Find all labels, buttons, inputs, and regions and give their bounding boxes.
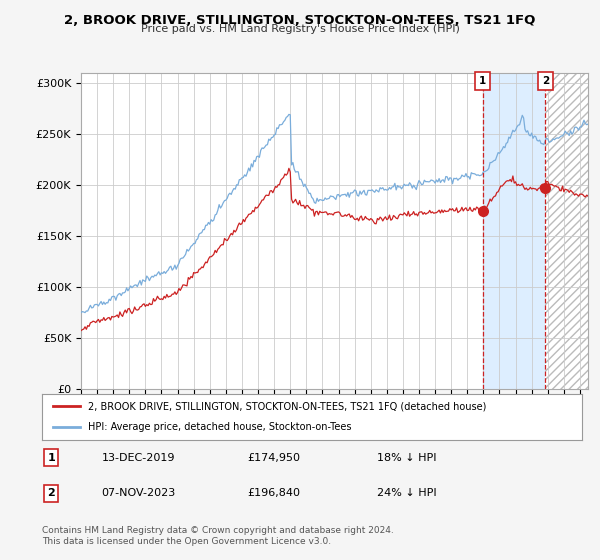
- Bar: [545, 73, 588, 389]
- Text: £174,950: £174,950: [247, 452, 300, 463]
- Text: Contains HM Land Registry data © Crown copyright and database right 2024.
This d: Contains HM Land Registry data © Crown c…: [42, 526, 394, 546]
- Text: HPI: Average price, detached house, Stockton-on-Tees: HPI: Average price, detached house, Stoc…: [88, 422, 352, 432]
- Text: Price paid vs. HM Land Registry's House Price Index (HPI): Price paid vs. HM Land Registry's House …: [140, 24, 460, 34]
- Text: 13-DEC-2019: 13-DEC-2019: [101, 452, 175, 463]
- Text: 07-NOV-2023: 07-NOV-2023: [101, 488, 176, 498]
- Bar: [483, 73, 545, 389]
- Text: 1: 1: [47, 452, 55, 463]
- Text: 2: 2: [47, 488, 55, 498]
- Text: 24% ↓ HPI: 24% ↓ HPI: [377, 488, 436, 498]
- Text: 2, BROOK DRIVE, STILLINGTON, STOCKTON-ON-TEES, TS21 1FQ (detached house): 2, BROOK DRIVE, STILLINGTON, STOCKTON-ON…: [88, 401, 486, 411]
- Bar: [545, 73, 588, 389]
- Bar: [483, 73, 545, 389]
- Text: 18% ↓ HPI: 18% ↓ HPI: [377, 452, 436, 463]
- Text: 1: 1: [479, 76, 487, 86]
- Text: 2: 2: [542, 76, 549, 86]
- Text: £196,840: £196,840: [247, 488, 300, 498]
- Text: 2, BROOK DRIVE, STILLINGTON, STOCKTON-ON-TEES, TS21 1FQ: 2, BROOK DRIVE, STILLINGTON, STOCKTON-ON…: [64, 14, 536, 27]
